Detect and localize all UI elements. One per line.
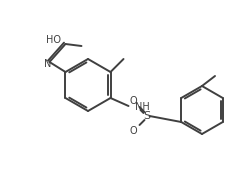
Text: O: O bbox=[130, 96, 137, 106]
Text: HO: HO bbox=[46, 35, 61, 45]
Text: NH: NH bbox=[135, 102, 149, 112]
Text: O: O bbox=[130, 126, 137, 136]
Text: S: S bbox=[143, 111, 150, 121]
Text: N: N bbox=[44, 59, 51, 69]
